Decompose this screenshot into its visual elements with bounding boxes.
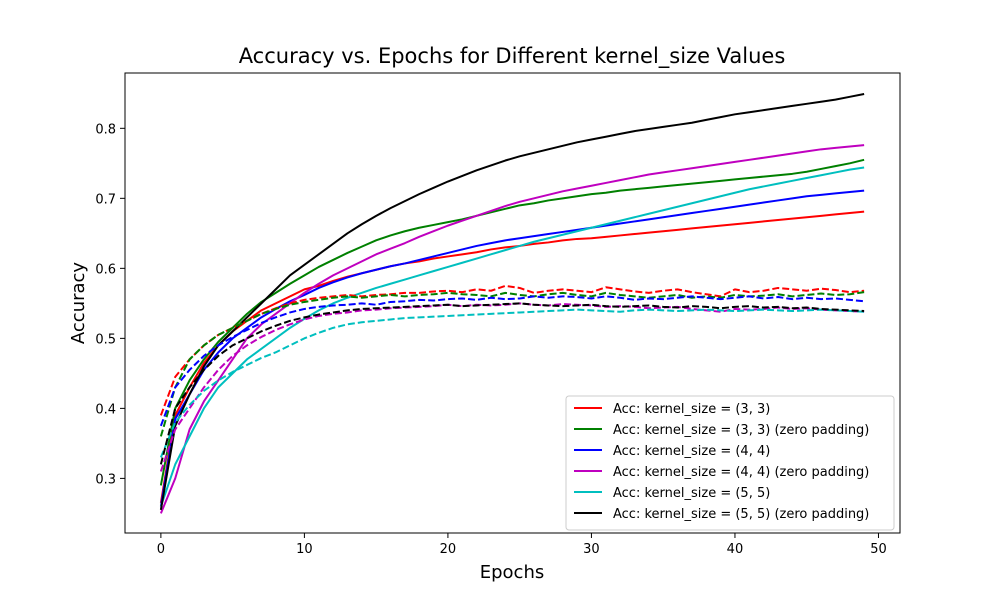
legend-entry-label: Acc: kernel_size = (5, 5) (zero padding) xyxy=(613,507,869,522)
series-line-10 xyxy=(159,302,865,472)
chart-title: Accuracy vs. Epochs for Different kernel… xyxy=(239,44,786,69)
y-axis: 0.3 0.4 0.5 0.6 0.7 0.8 xyxy=(95,122,125,487)
y-tick-label: 0.7 xyxy=(95,192,116,207)
legend-entry-label: Acc: kernel_size = (4, 4) (zero padding) xyxy=(613,465,869,480)
series-line-1 xyxy=(159,210,865,504)
plot-frame xyxy=(124,72,901,534)
x-tick-label: 20 xyxy=(440,542,457,557)
legend-box xyxy=(565,395,895,531)
series-line-8 xyxy=(159,291,865,437)
y-tick-label: 0.3 xyxy=(95,472,116,487)
x-tick-label: 40 xyxy=(727,542,744,557)
series-line-12 xyxy=(159,302,865,465)
series-line-4 xyxy=(159,144,865,514)
x-tick-label: 30 xyxy=(583,542,600,557)
legend: Acc: kernel_size = (3, 3) Acc: kernel_siz… xyxy=(565,395,895,531)
series-line-6 xyxy=(159,93,865,511)
y-tick-label: 0.8 xyxy=(95,122,116,137)
series-line-11 xyxy=(159,308,865,458)
y-axis-label: Accuracy xyxy=(68,262,89,345)
legend-entry-label: Acc: kernel_size = (4, 4) xyxy=(613,444,770,459)
y-tick-label: 0.4 xyxy=(95,402,116,417)
y-tick-label: 0.6 xyxy=(95,262,116,277)
legend-entry-label: Acc: kernel_size = (5, 5) xyxy=(613,486,770,501)
x-tick-label: 10 xyxy=(296,542,313,557)
series-line-5 xyxy=(159,166,865,507)
y-tick-label: 0.5 xyxy=(95,332,116,347)
x-axis: 0 10 20 30 40 50 xyxy=(157,533,887,557)
x-tick-label: 0 xyxy=(157,542,165,557)
series-line-7 xyxy=(159,284,865,416)
legend-entry-label: Acc: kernel_size = (3, 3) (zero padding) xyxy=(613,423,869,438)
series-line-2 xyxy=(159,158,865,486)
x-tick-label: 50 xyxy=(870,542,887,557)
legend-entry-label: Acc: kernel_size = (3, 3) xyxy=(613,402,770,417)
series-line-9 xyxy=(159,295,865,427)
x-axis-label: Epochs xyxy=(480,562,545,583)
series-layer xyxy=(159,93,865,514)
